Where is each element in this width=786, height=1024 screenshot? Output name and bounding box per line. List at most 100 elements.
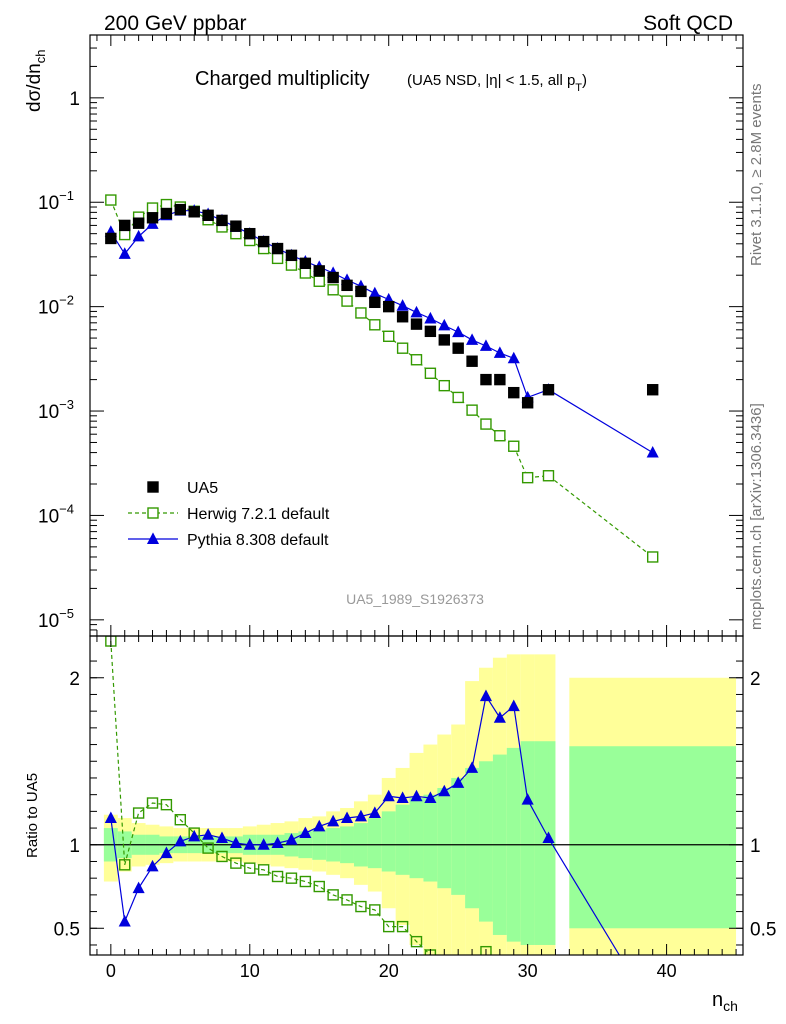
main-y-tick-label: 10−1 — [38, 188, 74, 214]
ratio-axes: 0 10 20 30 40 0.5 0.5 1 1 2 2 — [54, 636, 776, 981]
main-y-axis-label-main: dσ/dn — [24, 63, 45, 112]
herwig-point — [271, 252, 284, 265]
ratio-y-tick-label-right: 0.5 — [750, 919, 776, 940]
pythia-point — [410, 305, 423, 318]
herwig-ratio-point — [230, 857, 242, 869]
pythia-point — [424, 311, 437, 324]
main-y-tick-label: 1 — [69, 89, 80, 110]
ua5-point — [438, 334, 450, 346]
mcplots-label: mcplots.cern.ch [arXiv:1306.3436] — [748, 403, 765, 630]
legend-ua5-marker — [147, 481, 159, 493]
pythia-point — [479, 339, 493, 351]
tick-exponent: −3 — [59, 397, 74, 412]
main-plot-panel: 110−110−210−310−410−5 Charged multiplici… — [24, 34, 744, 637]
pythia-ratio-point — [104, 811, 117, 823]
herwig-ratio-point — [369, 904, 381, 916]
x-tick-label: 40 — [657, 961, 677, 981]
pythia-ratio-point — [160, 846, 173, 859]
ua5-point — [327, 271, 339, 284]
ua5-point — [174, 203, 187, 216]
herwig-point — [285, 259, 298, 271]
uncertainty-band-inner — [569, 746, 737, 929]
herwig-point — [494, 430, 506, 442]
herwig-ratio-point — [285, 872, 298, 884]
pythia-point — [438, 318, 451, 331]
x-tick-label: 30 — [518, 961, 538, 981]
pythia-ratio-point — [424, 791, 437, 803]
rivet-label: Rivet 3.1.10, ≥ 2.8M events — [748, 84, 765, 267]
herwig-point — [646, 551, 659, 563]
herwig-ratio-point — [244, 862, 256, 874]
tick-exponent: −5 — [59, 606, 74, 621]
pythia-ratio-point — [327, 814, 340, 827]
herwig-ratio-point — [202, 842, 214, 854]
tick-exponent: −4 — [59, 501, 74, 516]
pythia-ratio-point — [271, 836, 284, 849]
ua5-point — [285, 249, 298, 262]
main-y-tick-label: 10−4 — [38, 501, 74, 527]
pythia-ratio-point — [354, 809, 367, 822]
ratio-y-tick-label: 0.5 — [54, 919, 80, 940]
legend-pythia-marker — [146, 532, 160, 544]
main-subtitle-sub: T — [575, 82, 582, 94]
tick-mantissa: 10 — [38, 402, 59, 423]
tick-exponent: −2 — [59, 293, 74, 308]
ratio-plot-panel: 0 10 20 30 40 0.5 0.5 1 1 2 2 Ratio to UA5 nch — [24, 635, 776, 1014]
ua5-point — [160, 207, 173, 220]
herwig-ratio-point — [174, 814, 187, 826]
pythia-ratio-point — [299, 826, 312, 839]
pythia-ratio-point — [368, 806, 381, 818]
tick-exponent: −1 — [59, 188, 74, 203]
ua5-point — [383, 300, 395, 313]
herwig-ratio-point — [313, 880, 325, 893]
pythia-ratio-point — [243, 838, 256, 850]
uncertainty-band-inner — [451, 777, 466, 895]
ua5-point — [508, 386, 520, 399]
herwig-point — [438, 379, 450, 392]
herwig-point — [341, 295, 353, 307]
ua5-point — [119, 219, 131, 232]
pythia-ratio-point — [452, 776, 465, 788]
main-subtitle-end: ) — [582, 72, 587, 89]
pythia-ratio-point — [340, 811, 354, 823]
pythia-ratio-point — [174, 834, 187, 847]
pythia-ratio-point — [382, 789, 395, 802]
uncertainty-band-inner — [437, 787, 452, 889]
ua5-point — [132, 217, 145, 229]
main-y-axis-label: dσ/dnch — [24, 50, 48, 112]
herwig-point — [521, 471, 534, 484]
x-tick-label: 10 — [240, 961, 260, 981]
pythia-ratio-point — [313, 819, 326, 832]
pythia-point — [646, 445, 659, 458]
pythia-ratio-point — [542, 831, 555, 844]
ua5-point — [369, 296, 381, 309]
herwig-point — [466, 404, 478, 416]
ua5-point — [452, 342, 464, 354]
herwig-point — [480, 418, 492, 430]
ua5-point — [105, 232, 117, 245]
ua5-point — [271, 242, 284, 255]
herwig-point — [452, 391, 464, 404]
pythia-ratio-point — [229, 836, 242, 849]
ua5-point — [341, 279, 353, 292]
herwig-ratio-point — [216, 850, 228, 863]
ua5-point — [230, 220, 242, 232]
ua5-point — [355, 285, 367, 298]
pythia-point — [118, 247, 131, 259]
herwig-point — [424, 367, 437, 379]
herwig-ratio-point — [271, 870, 284, 883]
main-marks — [104, 194, 659, 563]
herwig-ratio-point — [327, 889, 339, 901]
ua5-point — [494, 373, 506, 386]
herwig-point — [327, 284, 339, 296]
main-y-tick-label: 10−3 — [38, 397, 74, 423]
x-axis-label-main: n — [712, 989, 723, 1011]
herwig-ratio-point — [355, 900, 367, 913]
ua5-point — [396, 311, 409, 323]
herwig-ratio-point — [160, 798, 173, 811]
herwig-ratio-point — [299, 875, 312, 888]
pythia-ratio-point — [188, 829, 201, 842]
herwig-ratio-point — [146, 797, 159, 809]
main-axes: 110−110−210−310−410−5 — [38, 34, 743, 637]
